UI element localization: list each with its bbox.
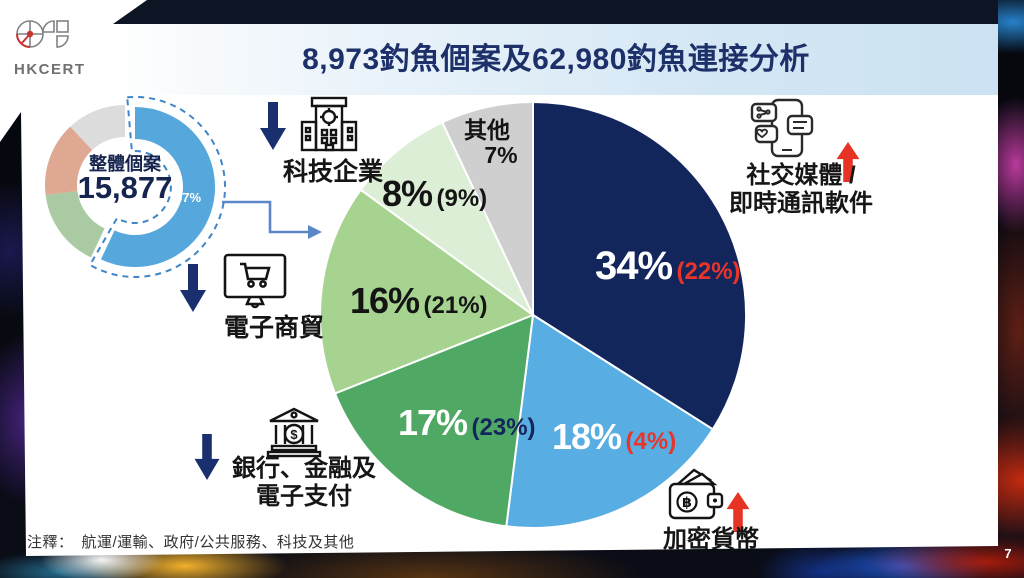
crypto-wallet-icon: ฿ xyxy=(668,468,724,520)
pie-slice-ecommerce xyxy=(319,188,536,395)
banking-label-line2: 電子支付 xyxy=(256,482,352,510)
social-label: 社交媒體 / 即時通訊軟件 xyxy=(718,162,884,217)
pie-label-ecommerce-pct: 16% xyxy=(350,280,420,321)
donut-segment-green xyxy=(45,190,106,258)
down-arrow-icon xyxy=(260,102,286,150)
down-arrow-icon xyxy=(194,434,220,480)
connector-arrow xyxy=(222,200,322,239)
pie-label-social-subpct: (22%) xyxy=(676,258,741,285)
footnote: 注釋： 航運/運輸、政府/公共服務、科技及其他 xyxy=(27,534,355,551)
pie-label-crypto: 18% (4%) xyxy=(552,416,676,458)
social-label-line2: 即時通訊軟件 xyxy=(729,189,873,217)
pie-label-ecommerce: 16% (21%) xyxy=(350,280,488,322)
page-title: 8,973釣魚個案及62,980釣魚連接分析 xyxy=(302,43,810,76)
donut-center-value: 15,877 xyxy=(77,170,173,205)
hkcert-logo: HKCERT xyxy=(14,12,114,82)
donut-pct-label: 57% xyxy=(174,190,202,205)
pie-label-tech: 8% (9%) xyxy=(382,173,487,215)
pie-label-tech-pct: 8% xyxy=(382,173,433,214)
donut-highlight-dashed-outline xyxy=(88,95,227,278)
pie-label-banking: 17% (23%) xyxy=(398,402,536,444)
pie-label-social-pct: 34% xyxy=(595,244,673,288)
pie-slice-tech xyxy=(359,120,534,316)
top-accent-band xyxy=(113,0,998,24)
hkcert-logo-icon xyxy=(16,20,69,48)
pie-label-ecommerce-subpct: (21%) xyxy=(423,292,488,319)
hkcert-logo-text: HKCERT xyxy=(14,61,86,78)
bank-icon: $ xyxy=(266,407,322,458)
svg-text:฿: ฿ xyxy=(682,494,692,510)
down-arrow-icon xyxy=(180,264,206,312)
crypto-label: 加密貨幣 xyxy=(663,526,759,553)
pie-label-social: 34% (22%) xyxy=(595,244,741,289)
donut-segment-blue-57 xyxy=(100,107,215,267)
donut-segment-salmon xyxy=(45,126,93,196)
pie-slice-other xyxy=(440,100,534,316)
pie-label-tech-subpct: (9%) xyxy=(436,185,488,212)
tech-label: 科技企業 xyxy=(282,158,383,186)
pie-label-other-pct: 7% xyxy=(484,142,518,168)
page-number: 7 xyxy=(1004,546,1012,561)
pie-slice-social xyxy=(532,100,748,431)
title-band: 8,973釣魚個案及62,980釣魚連接分析 xyxy=(100,24,998,95)
donut-segment-grey xyxy=(70,104,126,151)
ecommerce-label: 電子商貿 xyxy=(223,314,324,342)
pie-slice-crypto xyxy=(505,313,715,529)
pie-label-crypto-pct: 18% xyxy=(552,416,622,457)
donut-chart xyxy=(45,95,227,278)
pie-slice-banking xyxy=(333,313,535,528)
donut-center-label: 整體個案 xyxy=(89,154,161,174)
banking-label-line1: 銀行、金融及 xyxy=(232,455,376,482)
svg-text:$: $ xyxy=(290,427,298,442)
ecommerce-monitor-icon xyxy=(223,253,287,309)
social-phone-icon xyxy=(750,98,814,158)
pie-label-crypto-subpct: (4%) xyxy=(625,428,677,455)
social-label-line1: 社交媒體 / xyxy=(746,162,856,189)
pie-label-banking-pct: 17% xyxy=(398,402,468,443)
banking-label: 銀行、金融及 電子支付 xyxy=(228,455,380,510)
tech-building-icon xyxy=(300,96,358,152)
pie-chart xyxy=(319,100,748,529)
pie-label-banking-subpct: (23%) xyxy=(471,414,536,441)
pie-label-other-name: 其他 xyxy=(464,117,510,143)
up-arrow-icon xyxy=(726,492,750,532)
up-arrow-icon xyxy=(836,142,860,182)
